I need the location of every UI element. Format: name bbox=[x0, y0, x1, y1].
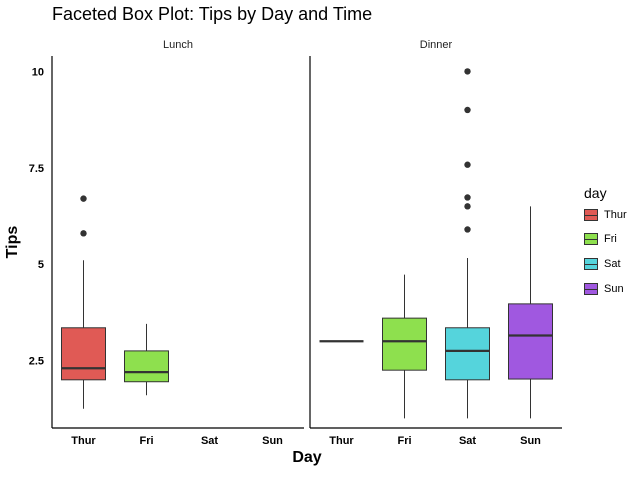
legend-key-fri bbox=[584, 233, 598, 245]
outlier-point-dinner-sat bbox=[464, 106, 471, 114]
legend-item-sun: Sun bbox=[584, 281, 624, 297]
x-tick-label: Sat bbox=[459, 435, 476, 447]
x-tick-label: Thur bbox=[329, 435, 354, 447]
x-tick-label: Thur bbox=[71, 435, 96, 447]
legend-title: day bbox=[584, 185, 607, 201]
box-lunch-fri bbox=[124, 350, 169, 383]
x-tick-label: Fri bbox=[139, 435, 153, 447]
x-tick-label: Sun bbox=[262, 435, 283, 447]
x-tick-label: Sat bbox=[201, 435, 218, 447]
legend-key-thur bbox=[584, 209, 598, 221]
chart-title: Faceted Box Plot: Tips by Day and Time bbox=[52, 4, 373, 24]
legend-key-sun bbox=[584, 283, 598, 295]
facet-label-dinner: Dinner bbox=[419, 39, 453, 51]
outlier-point-lunch-thur bbox=[80, 230, 87, 237]
x-tick-label: Fri bbox=[397, 435, 411, 447]
y-tick-label: 5 bbox=[38, 259, 44, 271]
box-dinner-sun bbox=[508, 303, 553, 380]
y-axis-title: Tips bbox=[4, 225, 21, 259]
legend-label-fri: Fri bbox=[604, 233, 617, 245]
outlier-point-dinner-sat bbox=[464, 194, 471, 201]
outlier-point-lunch-thur bbox=[80, 195, 87, 202]
facet-label-lunch: Lunch bbox=[163, 39, 193, 51]
legend-item-thur: Thur bbox=[584, 207, 627, 223]
box-dinner-sat bbox=[445, 327, 490, 381]
box-lunch-thur bbox=[61, 327, 106, 381]
outlier-point-dinner-sat bbox=[464, 68, 471, 75]
x-axis-title: Day bbox=[292, 449, 322, 466]
outlier-point-dinner-sat bbox=[464, 203, 471, 210]
legend-label-thur: Thur bbox=[604, 209, 627, 221]
legend-label-sat: Sat bbox=[604, 258, 621, 270]
x-tick-label: Sun bbox=[520, 435, 541, 447]
outlier-point-dinner-sat bbox=[464, 161, 471, 168]
legend-label-sun: Sun bbox=[604, 283, 624, 295]
legend-item-fri: Fri bbox=[584, 231, 617, 247]
box-dinner-fri bbox=[382, 317, 427, 371]
y-tick-label: 7.5 bbox=[29, 163, 44, 175]
y-tick-label: 2.5 bbox=[29, 356, 44, 368]
legend-key-sat bbox=[584, 258, 598, 270]
outlier-point-dinner-sat bbox=[464, 226, 471, 233]
legend-item-sat: Sat bbox=[584, 256, 621, 272]
y-tick-label: 10 bbox=[32, 66, 44, 78]
